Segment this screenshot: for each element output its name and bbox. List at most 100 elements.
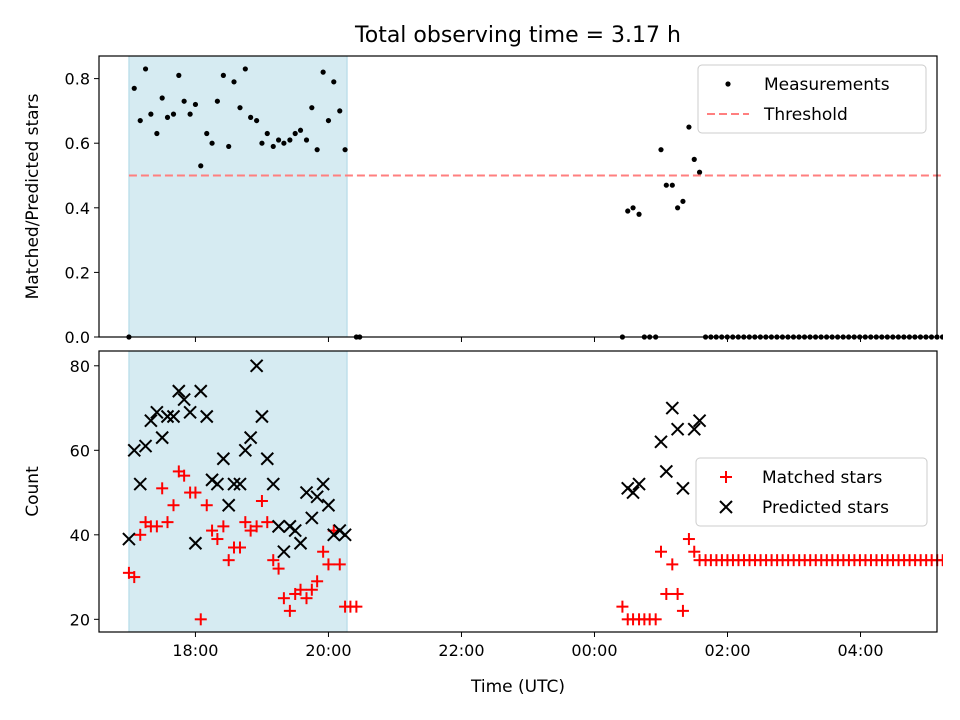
bottom-data-point [327,528,341,542]
bottom-data-point [333,558,346,571]
marker-stroke [654,435,668,449]
top-data-point [287,137,293,143]
top-data-point [303,137,310,143]
bottom-data-point [177,392,191,407]
bottom-data-point [255,495,268,508]
bottom-y-tick-label: 60 [70,441,90,460]
top-data-point [625,208,631,214]
bottom-data-point [189,486,202,499]
bottom-data-point [310,490,324,504]
top-data-point [176,72,182,78]
top-y-tick-label: 0.8 [65,70,90,89]
marker-stroke [249,359,264,373]
top-data-point [242,66,248,72]
top-data-point [154,130,160,137]
top-data-point [292,130,298,137]
bottom-data-point [161,516,174,529]
bottom-data-point [676,604,689,617]
top-y-tick-label: 0.2 [65,263,90,282]
bottom-data-point [260,452,274,466]
top-data-point [170,111,177,117]
bottom-data-point [322,558,335,571]
marker-stroke [632,477,646,491]
bottom-data-point [267,554,280,567]
bottom-data-point [616,600,629,613]
marker-stroke [133,477,147,491]
top-data-point [680,198,686,204]
marker-stroke [670,422,685,436]
top-data-point [254,117,260,124]
bottom-data-point [670,422,685,436]
marker-stroke [321,498,336,512]
top-data-point [220,72,226,78]
bottom-data-point [626,485,640,500]
x-axis-label: Time (UTC) [470,677,565,697]
marker-stroke [659,464,674,479]
bottom-data-point [299,485,314,500]
marker-stroke [293,536,308,550]
marker-stroke [266,477,280,491]
bottom-data-point [133,477,147,491]
bottom-data-point [233,477,247,491]
top-y-tick-label: 0.6 [65,134,90,153]
marker-stroke [177,392,191,407]
marker-stroke [144,414,158,428]
bottom-data-point [211,533,224,546]
marker-stroke [316,477,330,491]
bottom-legend-swatch [720,471,732,483]
bottom-data-point [682,533,695,546]
bottom-data-point [654,545,667,558]
bottom-data-point [688,545,701,558]
top-data-point [159,95,165,101]
top-data-point [630,205,636,211]
bottom-data-point [221,498,236,512]
marker-stroke [183,405,197,419]
top-data-point [342,147,348,153]
marker-stroke [310,490,324,504]
bottom-data-point [659,464,674,479]
bottom-data-point [200,499,213,512]
bottom-data-point [155,430,169,445]
bottom-data-point [227,477,241,491]
bottom-data-point [233,541,246,554]
bottom-data-point [687,422,701,436]
marker-stroke [188,536,203,550]
top-data-point [248,114,254,120]
top-data-point [259,140,265,146]
chart-title: Total observing time = 3.17 h [354,23,681,48]
top-legend-frame [697,64,927,134]
bottom-data-point [200,409,214,424]
marker-stroke [692,414,707,428]
bottom-data-point [194,613,207,626]
bottom-data-point [134,528,147,541]
bottom-y-tick-label: 20 [70,610,90,629]
top-data-point [337,108,343,114]
bottom-data-point [676,481,690,496]
marker-stroke [221,498,236,512]
bottom-data-point [183,405,197,419]
bottom-x-tick-label: 20:00 [305,641,351,660]
top-data-point [281,140,287,146]
top-data-point [237,105,243,111]
top-data-point [137,117,143,124]
top-data-point [669,182,675,188]
bottom-data-point [222,554,235,567]
top-data-point [187,111,193,117]
top-data-point [142,66,149,72]
marker-stroke [150,405,164,419]
marker-stroke [719,500,733,514]
marker-stroke [200,409,214,424]
bottom-y-tick-label: 80 [70,357,90,376]
top-data-point [314,147,320,153]
bottom-data-point [150,405,164,419]
marker-stroke [676,481,690,496]
bottom-data-point [316,477,330,491]
top-data-point [636,211,642,217]
top-data-point [939,334,943,340]
bottom-data-point [660,587,673,600]
top-shaded-span [128,55,348,338]
marker-stroke [271,519,286,534]
bottom-legend-label: Predicted stars [762,498,889,518]
top-data-point [148,111,154,117]
marker-stroke [155,430,169,445]
